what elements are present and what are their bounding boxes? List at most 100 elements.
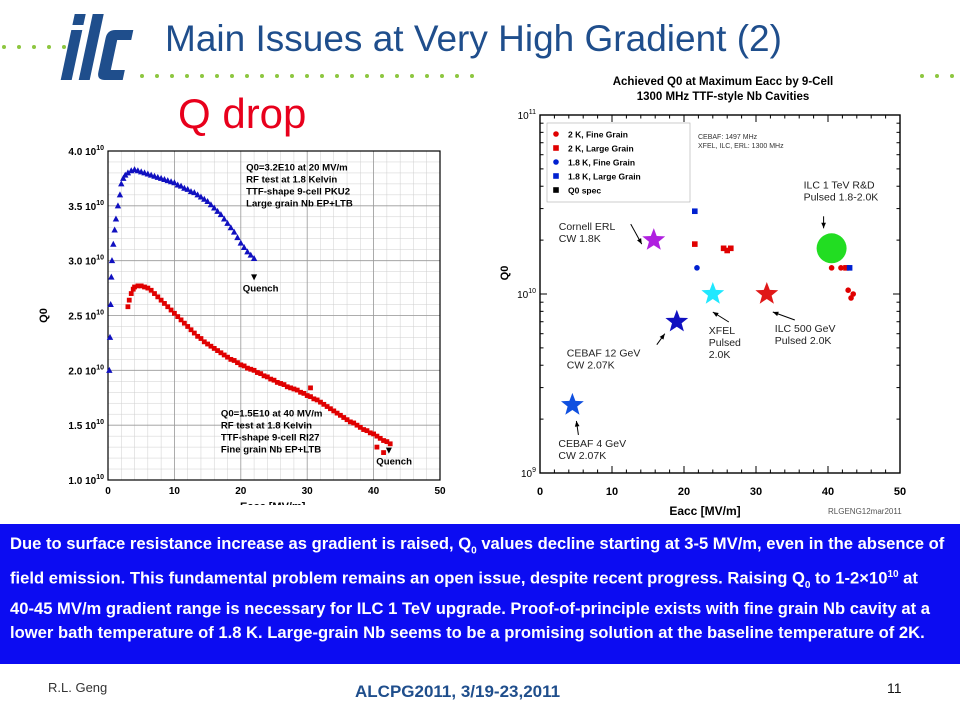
left-point <box>194 191 201 198</box>
right-credit: RLGENG12mar2011 <box>828 507 902 516</box>
left-point <box>177 182 185 189</box>
left-x-tick-label: 40 <box>368 486 380 497</box>
left-point <box>281 382 287 387</box>
right-chart-title: 1300 MHz TTF-style Nb Cavities <box>637 91 810 103</box>
right-target-marker <box>665 309 689 332</box>
left-point <box>120 174 127 181</box>
left-annotation-line: RF test at 1.8 Kelvin <box>246 175 337 186</box>
left-point <box>381 450 386 455</box>
right-ticks <box>539 115 901 474</box>
page-number: 11 <box>887 680 902 696</box>
right-target-label: ILC 1 TeV R&D <box>804 179 875 191</box>
right-point <box>724 247 730 254</box>
right-point <box>728 245 734 252</box>
left-y-axis-label: Q0 <box>38 308 50 323</box>
right-target-label: CEBAF 12 GeV <box>567 348 641 360</box>
left-point <box>158 297 164 303</box>
left-point <box>241 363 247 369</box>
left-point <box>245 365 250 371</box>
left-annotation-line: TTF-shape 9-cell RI27 <box>221 432 320 443</box>
right-target-label: CEBAF 4 GeV <box>558 438 626 450</box>
left-x-axis-label: Eacc [MV/m] <box>240 501 306 505</box>
right-series-2 <box>694 265 700 271</box>
right-target-label: CW 2.07K <box>567 360 615 372</box>
right-legend-label: 2 K, Large Grain <box>568 144 634 154</box>
left-point <box>354 422 360 428</box>
left-point <box>107 301 114 308</box>
right-y-tick-label: 1010 <box>517 288 536 301</box>
left-annotation-line: Fine grain Nb EP+LTB <box>221 444 321 455</box>
left-point <box>294 387 300 393</box>
left-point <box>371 431 376 437</box>
right-point <box>845 287 851 294</box>
left-quench-arrowhead <box>385 447 392 454</box>
left-point <box>178 317 184 323</box>
left-point <box>364 428 370 434</box>
left-point <box>221 352 227 358</box>
left-point <box>125 304 131 310</box>
left-point <box>361 427 367 432</box>
left-point <box>217 211 225 218</box>
right-point <box>692 241 698 247</box>
left-point <box>225 354 230 360</box>
left-annotation-2: Q0=1.5E10 at 40 MV/mRF test at 1.8 Kelvi… <box>221 408 323 455</box>
left-point <box>308 385 313 391</box>
left-point <box>165 304 171 310</box>
left-point <box>114 202 122 209</box>
left-point <box>204 197 211 204</box>
left-point <box>331 408 337 414</box>
footer-author: R.L. Geng <box>48 680 108 695</box>
left-point <box>211 346 217 351</box>
left-point <box>106 333 114 340</box>
right-point <box>692 208 698 215</box>
right-target-label: CW 2.07K <box>558 450 606 462</box>
right-x-tick-label: 50 <box>894 486 906 498</box>
right-target-arrowhead <box>821 222 826 229</box>
right-target-marker <box>561 392 584 415</box>
left-point <box>110 240 117 247</box>
left-point <box>387 441 393 447</box>
left-point <box>384 439 390 445</box>
left-point <box>318 399 323 405</box>
right-point <box>850 291 856 297</box>
right-target-label: Cornell ERL <box>559 221 616 233</box>
left-point <box>135 283 141 289</box>
right-target-label: 2.0K <box>709 349 731 361</box>
left-point <box>171 179 178 186</box>
dotted-rule-left <box>2 45 66 49</box>
left-point <box>374 433 380 439</box>
left-quench-arrowhead <box>251 274 258 281</box>
left-point <box>291 386 297 392</box>
left-quench-label: Quench <box>376 457 412 468</box>
right-target-marker <box>642 228 666 250</box>
right-legend-label: 1.8 K, Large Grain <box>568 172 641 182</box>
right-point <box>838 265 844 271</box>
left-point <box>175 314 181 319</box>
left-q0-vs-eacc-chart: 0 10 20 30 40 50 1.0 1010 1.5 1010 2.0 1010 2.5 1… <box>38 145 446 505</box>
right-target-label: Pulsed 2.0K <box>775 335 832 347</box>
right-legend-label: 1.8 K, Fine Grain <box>568 158 635 168</box>
left-point <box>251 367 257 373</box>
left-point <box>321 401 327 407</box>
left-point <box>181 320 187 326</box>
left-point <box>238 362 244 368</box>
right-x-tick-label: 10 <box>606 486 618 498</box>
left-point <box>221 215 228 222</box>
left-point <box>211 204 218 211</box>
left-point <box>152 291 157 296</box>
right-point <box>846 265 853 271</box>
left-point <box>374 444 380 450</box>
left-point <box>357 424 363 430</box>
right-point <box>828 265 835 271</box>
left-point <box>168 307 174 313</box>
left-point <box>108 257 116 264</box>
left-point <box>201 339 207 345</box>
right-target-arrowhead <box>712 312 719 317</box>
right-note: CEBAF: 1497 MHz <box>698 134 758 141</box>
left-point <box>304 393 310 398</box>
left-point <box>201 195 208 202</box>
left-point <box>208 343 214 349</box>
left-point <box>341 415 347 420</box>
left-point <box>155 294 161 300</box>
